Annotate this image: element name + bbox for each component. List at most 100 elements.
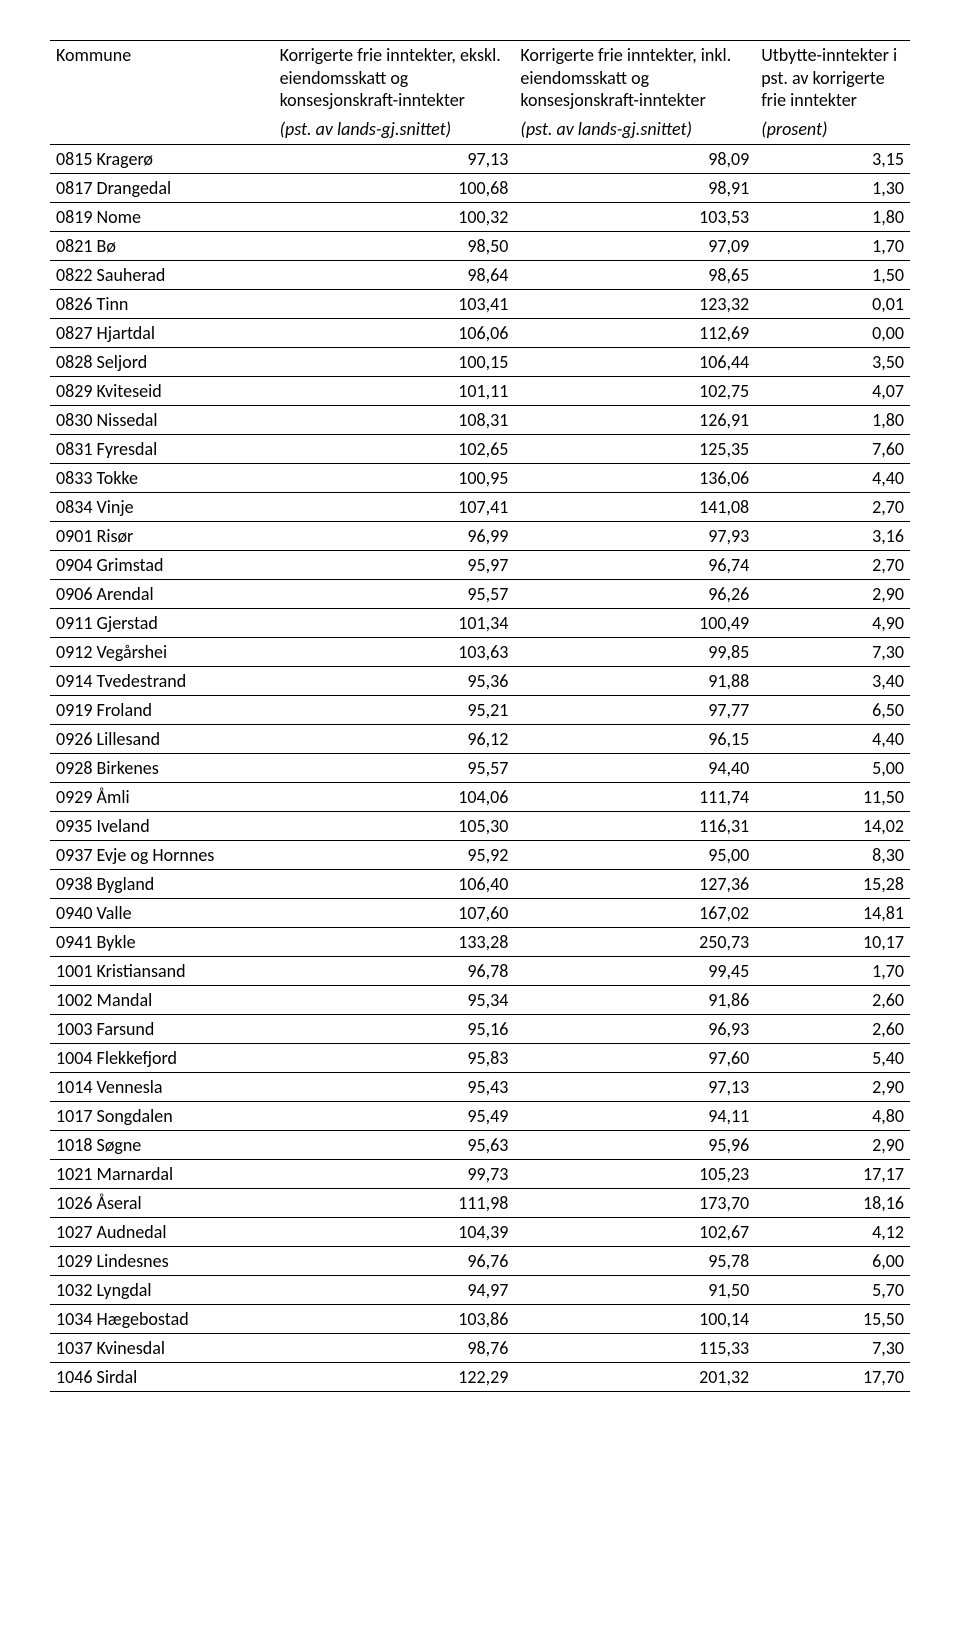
cell-kommune: 0826 Tinn	[50, 289, 274, 318]
cell-kommune: 0928 Birkenes	[50, 753, 274, 782]
cell-value-c: 4,12	[755, 1217, 910, 1246]
table-row: 0928 Birkenes95,5794,405,00	[50, 753, 910, 782]
cell-value-c: 1,70	[755, 956, 910, 985]
cell-value-b: 136,06	[514, 463, 755, 492]
cell-kommune: 1021 Marnardal	[50, 1159, 274, 1188]
header-kommune: Kommune	[50, 41, 274, 115]
table-row: 0831 Fyresdal102,65125,357,60	[50, 434, 910, 463]
table-row: 1046 Sirdal122,29201,3217,70	[50, 1362, 910, 1391]
cell-value-b: 100,14	[514, 1304, 755, 1333]
table-row: 0912 Vegårshei103,6399,857,30	[50, 637, 910, 666]
cell-value-c: 1,80	[755, 202, 910, 231]
cell-value-b: 98,65	[514, 260, 755, 289]
cell-value-b: 250,73	[514, 927, 755, 956]
cell-value-b: 91,88	[514, 666, 755, 695]
cell-value-b: 125,35	[514, 434, 755, 463]
cell-value-b: 100,49	[514, 608, 755, 637]
cell-value-a: 95,57	[274, 579, 515, 608]
cell-kommune: 0941 Bykle	[50, 927, 274, 956]
cell-value-b: 91,50	[514, 1275, 755, 1304]
cell-value-c: 3,16	[755, 521, 910, 550]
cell-value-b: 95,96	[514, 1130, 755, 1159]
table-row: 0929 Åmli104,06111,7411,50	[50, 782, 910, 811]
cell-value-c: 7,30	[755, 1333, 910, 1362]
cell-kommune: 1032 Lyngdal	[50, 1275, 274, 1304]
cell-value-c: 5,40	[755, 1043, 910, 1072]
cell-kommune: 1046 Sirdal	[50, 1362, 274, 1391]
cell-kommune: 0831 Fyresdal	[50, 434, 274, 463]
cell-value-a: 103,63	[274, 637, 515, 666]
cell-value-c: 1,80	[755, 405, 910, 434]
cell-value-b: 141,08	[514, 492, 755, 521]
cell-kommune: 0819 Nome	[50, 202, 274, 231]
subheader-col-a: (pst. av lands-gj.snittet)	[274, 115, 515, 145]
cell-kommune: 0938 Bygland	[50, 869, 274, 898]
cell-value-c: 18,16	[755, 1188, 910, 1217]
cell-value-a: 111,98	[274, 1188, 515, 1217]
cell-kommune: 1014 Vennesla	[50, 1072, 274, 1101]
cell-value-c: 2,70	[755, 492, 910, 521]
cell-value-c: 2,70	[755, 550, 910, 579]
cell-value-a: 95,43	[274, 1072, 515, 1101]
cell-value-a: 107,41	[274, 492, 515, 521]
cell-value-b: 91,86	[514, 985, 755, 1014]
cell-value-b: 96,93	[514, 1014, 755, 1043]
cell-value-a: 103,41	[274, 289, 515, 318]
cell-kommune: 1034 Hægebostad	[50, 1304, 274, 1333]
header-col-c: Utbytte-inntekter i pst. av korrigerte f…	[755, 41, 910, 115]
cell-value-a: 95,21	[274, 695, 515, 724]
cell-value-b: 98,91	[514, 173, 755, 202]
table-row: 0904 Grimstad95,9796,742,70	[50, 550, 910, 579]
table-row: 0826 Tinn103,41123,320,01	[50, 289, 910, 318]
cell-value-b: 97,09	[514, 231, 755, 260]
cell-value-a: 95,57	[274, 753, 515, 782]
cell-kommune: 0911 Gjerstad	[50, 608, 274, 637]
table-row: 0833 Tokke100,95136,064,40	[50, 463, 910, 492]
cell-value-a: 104,06	[274, 782, 515, 811]
cell-value-a: 95,63	[274, 1130, 515, 1159]
table-row: 0815 Kragerø97,1398,093,15	[50, 144, 910, 173]
cell-value-b: 103,53	[514, 202, 755, 231]
table-row: 1002 Mandal95,3491,862,60	[50, 985, 910, 1014]
cell-value-b: 94,40	[514, 753, 755, 782]
cell-value-c: 3,15	[755, 144, 910, 173]
cell-kommune: 0926 Lillesand	[50, 724, 274, 753]
cell-value-a: 96,99	[274, 521, 515, 550]
cell-value-a: 102,65	[274, 434, 515, 463]
cell-value-a: 95,16	[274, 1014, 515, 1043]
cell-value-b: 95,78	[514, 1246, 755, 1275]
cell-value-b: 96,15	[514, 724, 755, 753]
cell-value-a: 96,76	[274, 1246, 515, 1275]
cell-value-b: 127,36	[514, 869, 755, 898]
cell-value-c: 14,02	[755, 811, 910, 840]
cell-value-a: 96,78	[274, 956, 515, 985]
cell-value-c: 3,40	[755, 666, 910, 695]
cell-value-a: 100,95	[274, 463, 515, 492]
table-row: 0828 Seljord100,15106,443,50	[50, 347, 910, 376]
cell-kommune: 0929 Åmli	[50, 782, 274, 811]
cell-value-a: 106,06	[274, 318, 515, 347]
table-row: 0830 Nissedal108,31126,911,80	[50, 405, 910, 434]
cell-value-c: 4,90	[755, 608, 910, 637]
cell-value-c: 0,01	[755, 289, 910, 318]
cell-value-b: 123,32	[514, 289, 755, 318]
table-row: 0817 Drangedal100,6898,911,30	[50, 173, 910, 202]
cell-value-b: 97,60	[514, 1043, 755, 1072]
cell-value-a: 96,12	[274, 724, 515, 753]
cell-value-c: 15,28	[755, 869, 910, 898]
cell-kommune: 0914 Tvedestrand	[50, 666, 274, 695]
cell-kommune: 1001 Kristiansand	[50, 956, 274, 985]
cell-value-a: 105,30	[274, 811, 515, 840]
cell-kommune: 0821 Bø	[50, 231, 274, 260]
cell-value-c: 1,50	[755, 260, 910, 289]
cell-value-c: 15,50	[755, 1304, 910, 1333]
cell-value-a: 95,83	[274, 1043, 515, 1072]
cell-value-c: 5,70	[755, 1275, 910, 1304]
cell-value-a: 104,39	[274, 1217, 515, 1246]
cell-value-c: 2,90	[755, 1072, 910, 1101]
cell-value-b: 106,44	[514, 347, 755, 376]
table-row: 1037 Kvinesdal98,76115,337,30	[50, 1333, 910, 1362]
cell-kommune: 0828 Seljord	[50, 347, 274, 376]
cell-value-b: 96,26	[514, 579, 755, 608]
cell-value-a: 100,32	[274, 202, 515, 231]
